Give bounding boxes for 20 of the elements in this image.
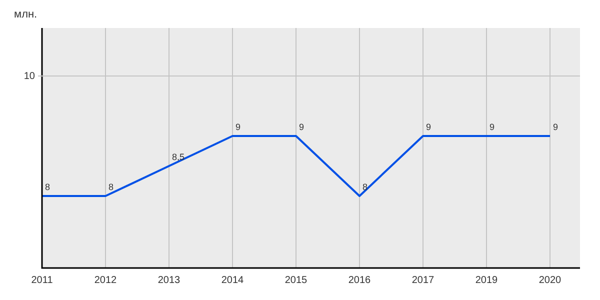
data-label: 8 <box>108 182 114 192</box>
x-tick-label: 2015 <box>284 274 308 286</box>
x-tick-label: 2020 <box>538 274 562 286</box>
x-tick-label: 2011 <box>31 274 54 286</box>
text: млн. <box>14 8 38 21</box>
ref-line-label: 10 <box>24 70 36 82</box>
data-label: 8,5 <box>172 152 185 162</box>
data-label: 9 <box>426 122 432 132</box>
data-label: 9 <box>299 122 304 132</box>
x-tick-label: 2012 <box>94 274 118 286</box>
data-label: 9 <box>236 122 241 132</box>
data-label: 9 <box>490 122 495 132</box>
x-tick-label: 2019 <box>475 274 498 286</box>
data-label: 8 <box>362 182 368 192</box>
x-tick-label: 2016 <box>348 274 372 286</box>
data-label: 8 <box>45 182 50 192</box>
x-tick-label: 2017 <box>412 274 435 286</box>
x-tick-label: 2013 <box>158 274 181 286</box>
x-tick-label: 2014 <box>221 274 244 286</box>
data-label: 9 <box>553 122 558 132</box>
